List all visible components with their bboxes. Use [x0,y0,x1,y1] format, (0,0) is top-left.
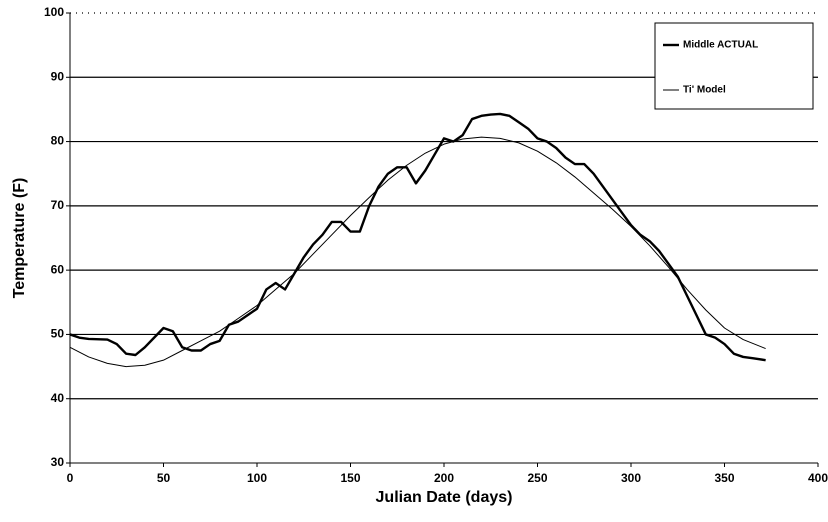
y-tick-label: 70 [51,198,65,212]
y-tick-label: 90 [51,69,65,83]
series-line [69,112,766,362]
x-tick-label: 200 [434,471,454,485]
legend-label: Ti' Model [683,85,726,96]
x-axis-title: Julian Date (days) [376,489,513,506]
y-tick-label: 60 [51,262,65,276]
x-tick-label: 50 [157,471,171,485]
x-tick-label: 250 [527,471,547,485]
y-tick-label: 50 [51,327,65,341]
x-tick-label: 100 [247,471,267,485]
x-tick-label: 0 [67,471,74,485]
y-tick-label: 30 [51,455,65,469]
legend-label: Middle ACTUAL [683,40,758,51]
legend-box [654,22,814,110]
y-tick-label: 100 [44,5,64,19]
series-line [69,136,766,368]
x-tick-label: 400 [808,471,828,485]
y-axis-title: Temperature (F) [11,178,28,299]
y-tick-label: 80 [51,134,65,148]
x-tick-label: 300 [621,471,641,485]
y-tick-label: 40 [51,391,65,405]
x-tick-label: 150 [340,471,360,485]
x-tick-label: 350 [714,471,734,485]
